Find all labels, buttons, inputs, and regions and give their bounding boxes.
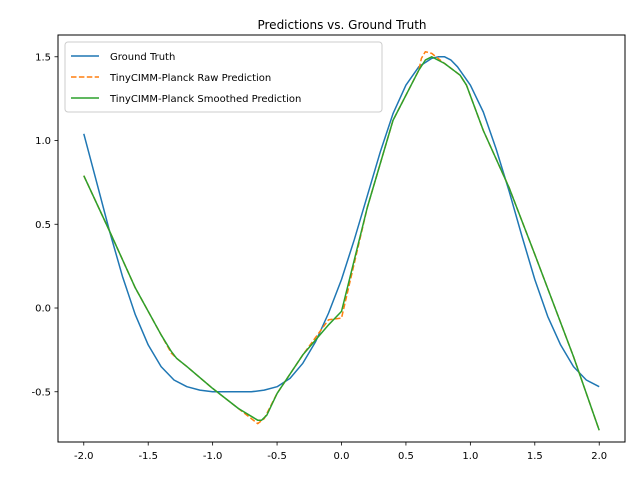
x-axis: -2.0 -1.5 -1.0 -0.5 0.0 0.5 1.0 1.5 2.0 <box>74 442 607 462</box>
x-tick-label: 2.0 <box>591 451 607 462</box>
x-tick-label: 0.0 <box>334 451 350 462</box>
x-tick-label: -1.5 <box>138 451 158 462</box>
legend-box <box>64 41 383 113</box>
plot-area <box>83 50 600 431</box>
series-line-0 <box>83 56 600 393</box>
y-tick-label: 0.5 <box>35 220 51 231</box>
legend-label-1: TinyCIMM-Planck Raw Prediction <box>109 73 271 84</box>
x-tick-label: -0.5 <box>267 451 287 462</box>
x-tick-label: 1.5 <box>527 451 543 462</box>
series-line-2 <box>83 56 600 431</box>
y-tick-label: 1.5 <box>35 52 51 63</box>
legend-label-2: TinyCIMM-Planck Smoothed Prediction <box>109 94 301 105</box>
plot-frame <box>57 34 626 443</box>
legend-label-0: Ground Truth <box>110 52 175 63</box>
y-tick-label: -0.5 <box>31 387 51 398</box>
x-tick-label: 0.5 <box>398 451 414 462</box>
legend: Ground Truth TinyCIMM-Planck Raw Predicti… <box>64 41 383 113</box>
x-tick-label: -2.0 <box>74 451 94 462</box>
chart-title: Predictions vs. Ground Truth <box>257 18 426 32</box>
y-tick-label: 0.0 <box>35 304 51 315</box>
x-tick-label: 1.0 <box>462 451 478 462</box>
x-tick-label: -1.0 <box>203 451 223 462</box>
y-axis: -0.5 0.0 0.5 1.0 1.5 <box>31 52 58 398</box>
y-tick-label: 1.0 <box>35 136 51 147</box>
